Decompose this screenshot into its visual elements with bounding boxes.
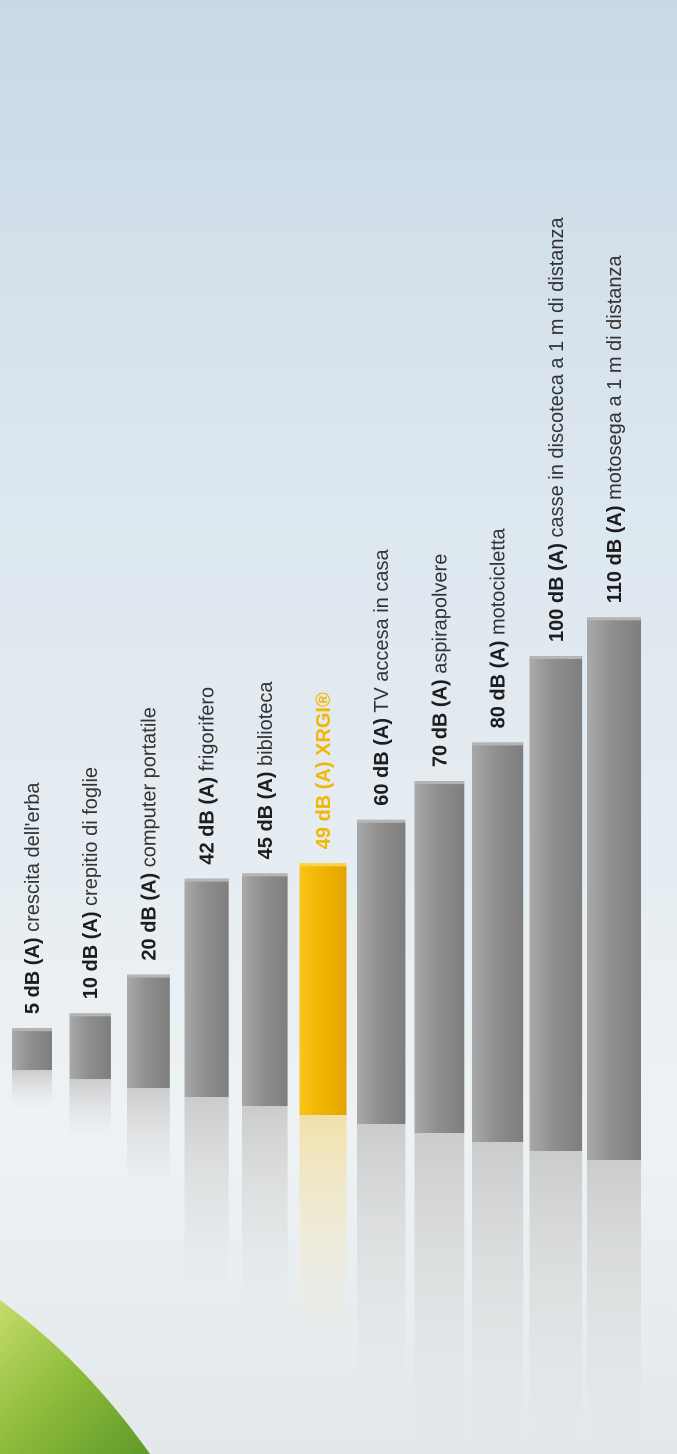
bar-top-cap xyxy=(529,656,583,659)
bar-top-cap xyxy=(184,878,229,882)
bar-10-db xyxy=(69,1013,111,1079)
bar-reflection xyxy=(184,1097,229,1294)
bar-top-cap xyxy=(242,873,288,877)
bar-label: 49 dB (A) XRGI® xyxy=(313,692,335,849)
bar-label: 60 dB (A) TV accesa in casa xyxy=(371,549,393,806)
bar-description-label: computer portatile xyxy=(138,707,160,873)
bar-top-cap xyxy=(357,819,406,823)
bar-description-label: frigorifero xyxy=(197,687,219,777)
bar-49-db xyxy=(299,863,347,1115)
bar-value-label: 49 dB (A) xyxy=(313,761,335,849)
bar-value-label: 45 dB (A) xyxy=(255,772,277,860)
bar-label: 42 dB (A) frigorifero xyxy=(197,687,219,865)
bar-label: 45 dB (A) biblioteca xyxy=(255,681,277,860)
bar-top-cap xyxy=(12,1028,52,1032)
bar-label: 110 dB (A) motosega a 1 m di distanza xyxy=(604,254,626,603)
bar-100-db xyxy=(529,656,583,1151)
bar-value-label: 20 dB (A) xyxy=(138,873,160,961)
bar-top-cap xyxy=(414,781,465,785)
bar-description-label: biblioteca xyxy=(255,681,277,772)
bar-label: 70 dB (A) aspirapolvere xyxy=(429,554,451,767)
bar-value-label: 10 dB (A) xyxy=(80,912,102,1000)
bar-description-label: casse in discoteca a 1 m di distanza xyxy=(546,216,568,543)
bar-42-db xyxy=(184,878,229,1097)
bar-top-cap xyxy=(587,617,641,621)
bar-label: 10 dB (A) crepitio di foglie xyxy=(80,767,102,999)
bar-value-label: 42 dB (A) xyxy=(197,777,219,865)
bar-reflection xyxy=(529,1151,583,1454)
bar-5-db xyxy=(12,1028,52,1070)
bar-reflection xyxy=(414,1133,465,1450)
bar-top-cap xyxy=(69,1013,111,1017)
bar-reflection xyxy=(242,1106,288,1316)
bar-value-label: 80 dB (A) xyxy=(488,641,510,729)
bar-value-label: 5 dB (A) xyxy=(22,937,44,1014)
bar-top-cap xyxy=(127,974,170,978)
bar-reflection xyxy=(299,1115,347,1342)
bar-45-db xyxy=(242,873,288,1106)
bar-label: 100 dB (A) casse in discoteca a 1 m di d… xyxy=(546,216,568,642)
bar-value-label: 60 dB (A) xyxy=(371,718,393,806)
bar-description-label: motosega a 1 m di distanza xyxy=(604,254,626,505)
bar-reflection xyxy=(587,1160,641,1454)
bar-60-db xyxy=(357,819,406,1124)
bar-value-label: 100 dB (A) xyxy=(546,543,568,642)
bar-description-label: XRGI® xyxy=(313,692,335,761)
bar-80-db xyxy=(472,742,524,1142)
bar-value-label: 110 dB (A) xyxy=(604,505,626,603)
bar-110-db xyxy=(587,617,641,1160)
bar-label: 80 dB (A) motocicletta xyxy=(488,527,510,728)
leaf-decoration xyxy=(0,1300,150,1454)
bar-reflection xyxy=(69,1079,111,1139)
bar-reflection xyxy=(127,1088,170,1191)
bar-reflection xyxy=(472,1142,524,1454)
bar-70-db xyxy=(414,781,465,1133)
bar-value-label: 70 dB (A) xyxy=(429,679,451,767)
bar-description-label: aspirapolvere xyxy=(429,554,451,680)
bar-reflection xyxy=(357,1124,406,1398)
bar-description-label: motocicletta xyxy=(488,527,510,640)
bar-reflection xyxy=(12,1070,52,1108)
bar-description-label: crescita dell'erba xyxy=(22,782,44,938)
bar-description-label: TV accesa in casa xyxy=(371,549,393,718)
bar-top-cap xyxy=(299,863,347,867)
bar-label: 20 dB (A) computer portatile xyxy=(138,707,160,960)
bar-label: 5 dB (A) crescita dell'erba xyxy=(22,782,44,1015)
bar-description-label: crepitio di foglie xyxy=(80,767,102,912)
bar-top-cap xyxy=(472,742,524,746)
bar-20-db xyxy=(127,974,170,1088)
